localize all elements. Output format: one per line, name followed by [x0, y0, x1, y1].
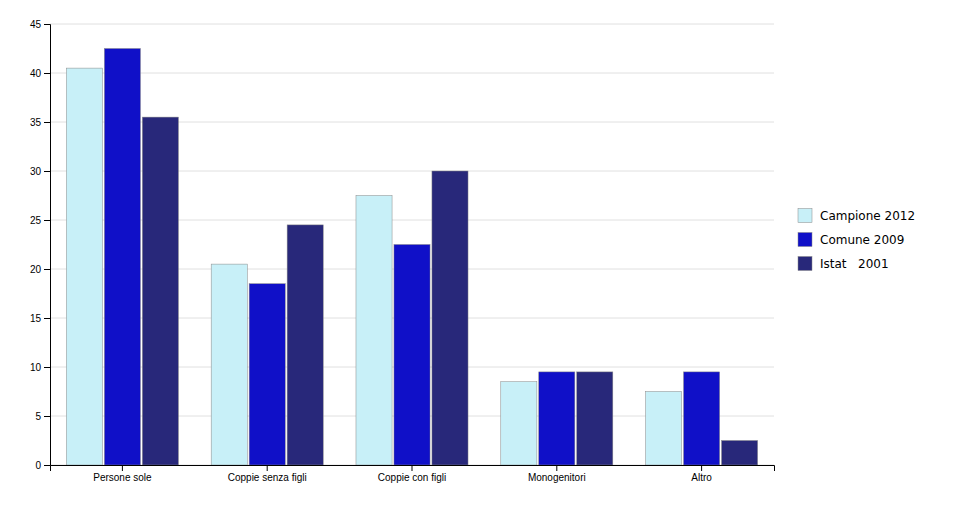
axis-line [44, 25, 51, 466]
bar-series [66, 68, 681, 465]
tick-mark [44, 171, 50, 172]
tick-mark [44, 220, 50, 221]
bar-series [104, 49, 719, 466]
tick: Altro [691, 465, 712, 483]
legend-swatch [798, 209, 812, 223]
tick: Coppie con figli [378, 465, 446, 483]
legend-label: Istat 2001 [820, 257, 889, 271]
legend-label: Campione 2012 [820, 209, 915, 223]
bar [287, 225, 323, 465]
tick: 0 [35, 460, 50, 471]
tick-label: 45 [30, 19, 42, 30]
tick-label: 30 [30, 166, 42, 177]
tick-mark [44, 269, 50, 270]
tick-label: 40 [30, 68, 42, 79]
bar-series [142, 117, 757, 465]
bar [356, 196, 392, 466]
bar [249, 284, 285, 465]
grid-line [50, 73, 774, 74]
tick: 25 [30, 215, 50, 226]
tick: Persone sole [93, 465, 152, 483]
bar [646, 392, 682, 466]
tick: Coppie senza figli [228, 465, 307, 483]
tick: 5 [35, 411, 50, 422]
tick-label: Altro [691, 472, 712, 483]
legend-swatch [798, 233, 812, 247]
bar [577, 372, 613, 465]
bar [142, 117, 178, 465]
bar [539, 372, 575, 465]
tick-mark [267, 465, 268, 471]
bar [501, 382, 537, 465]
tick: 10 [30, 362, 50, 373]
tick-label: 10 [30, 362, 42, 373]
x-axis: Persone sole Coppie senza figli Coppie con… [51, 465, 775, 483]
bar [104, 49, 140, 466]
plot: 0 5 10 15 20 25 30 35 40 45 Persone sole Coppie sen… [30, 19, 775, 483]
tick-label: Coppie con figli [378, 472, 446, 483]
tick-mark [44, 122, 50, 123]
tick: 15 [30, 313, 50, 324]
bar [432, 171, 468, 465]
tick-mark [44, 367, 50, 368]
legend-item: Campione 2012 [798, 209, 915, 223]
legend: Campione 2012 Comune 2009 Istat 2001 [798, 209, 915, 271]
bar [211, 264, 247, 465]
bars [66, 49, 757, 466]
tick-label: 25 [30, 215, 42, 226]
y-axis: 0 5 10 15 20 25 30 35 40 45 [30, 19, 51, 471]
tick-label: Persone sole [93, 472, 152, 483]
legend-item: Comune 2009 [798, 233, 904, 247]
tick-mark [122, 465, 123, 471]
tick: 40 [30, 68, 50, 79]
legend-item: Istat 2001 [798, 257, 889, 271]
legend-swatch [798, 257, 812, 271]
tick-label: 35 [30, 117, 42, 128]
axis-line [51, 466, 775, 472]
bar [394, 245, 430, 466]
tick-label: 15 [30, 313, 42, 324]
tick-mark [44, 416, 50, 417]
grid-line [50, 24, 774, 25]
legend-label: Comune 2009 [820, 233, 904, 247]
tick-mark [44, 318, 50, 319]
tick: 45 [30, 19, 50, 30]
tick-mark [701, 465, 702, 471]
tick: 35 [30, 117, 50, 128]
tick-mark [412, 465, 413, 471]
tick-label: Coppie senza figli [228, 472, 307, 483]
tick-label: 5 [35, 411, 41, 422]
tick-label: 20 [30, 264, 42, 275]
bar [722, 441, 758, 466]
tick-mark [556, 465, 557, 471]
chart: 0 5 10 15 20 25 30 35 40 45 Persone sole Coppie sen… [0, 0, 964, 509]
grid [50, 24, 774, 465]
bar [684, 372, 720, 465]
tick-label: Monogenitori [528, 472, 586, 483]
tick: 20 [30, 264, 50, 275]
bar [66, 68, 102, 465]
tick-mark [44, 73, 50, 74]
tick-label: 0 [35, 460, 41, 471]
tick-mark [44, 24, 50, 25]
tick: Monogenitori [528, 465, 586, 483]
tick-mark [44, 465, 50, 466]
tick: 30 [30, 166, 50, 177]
